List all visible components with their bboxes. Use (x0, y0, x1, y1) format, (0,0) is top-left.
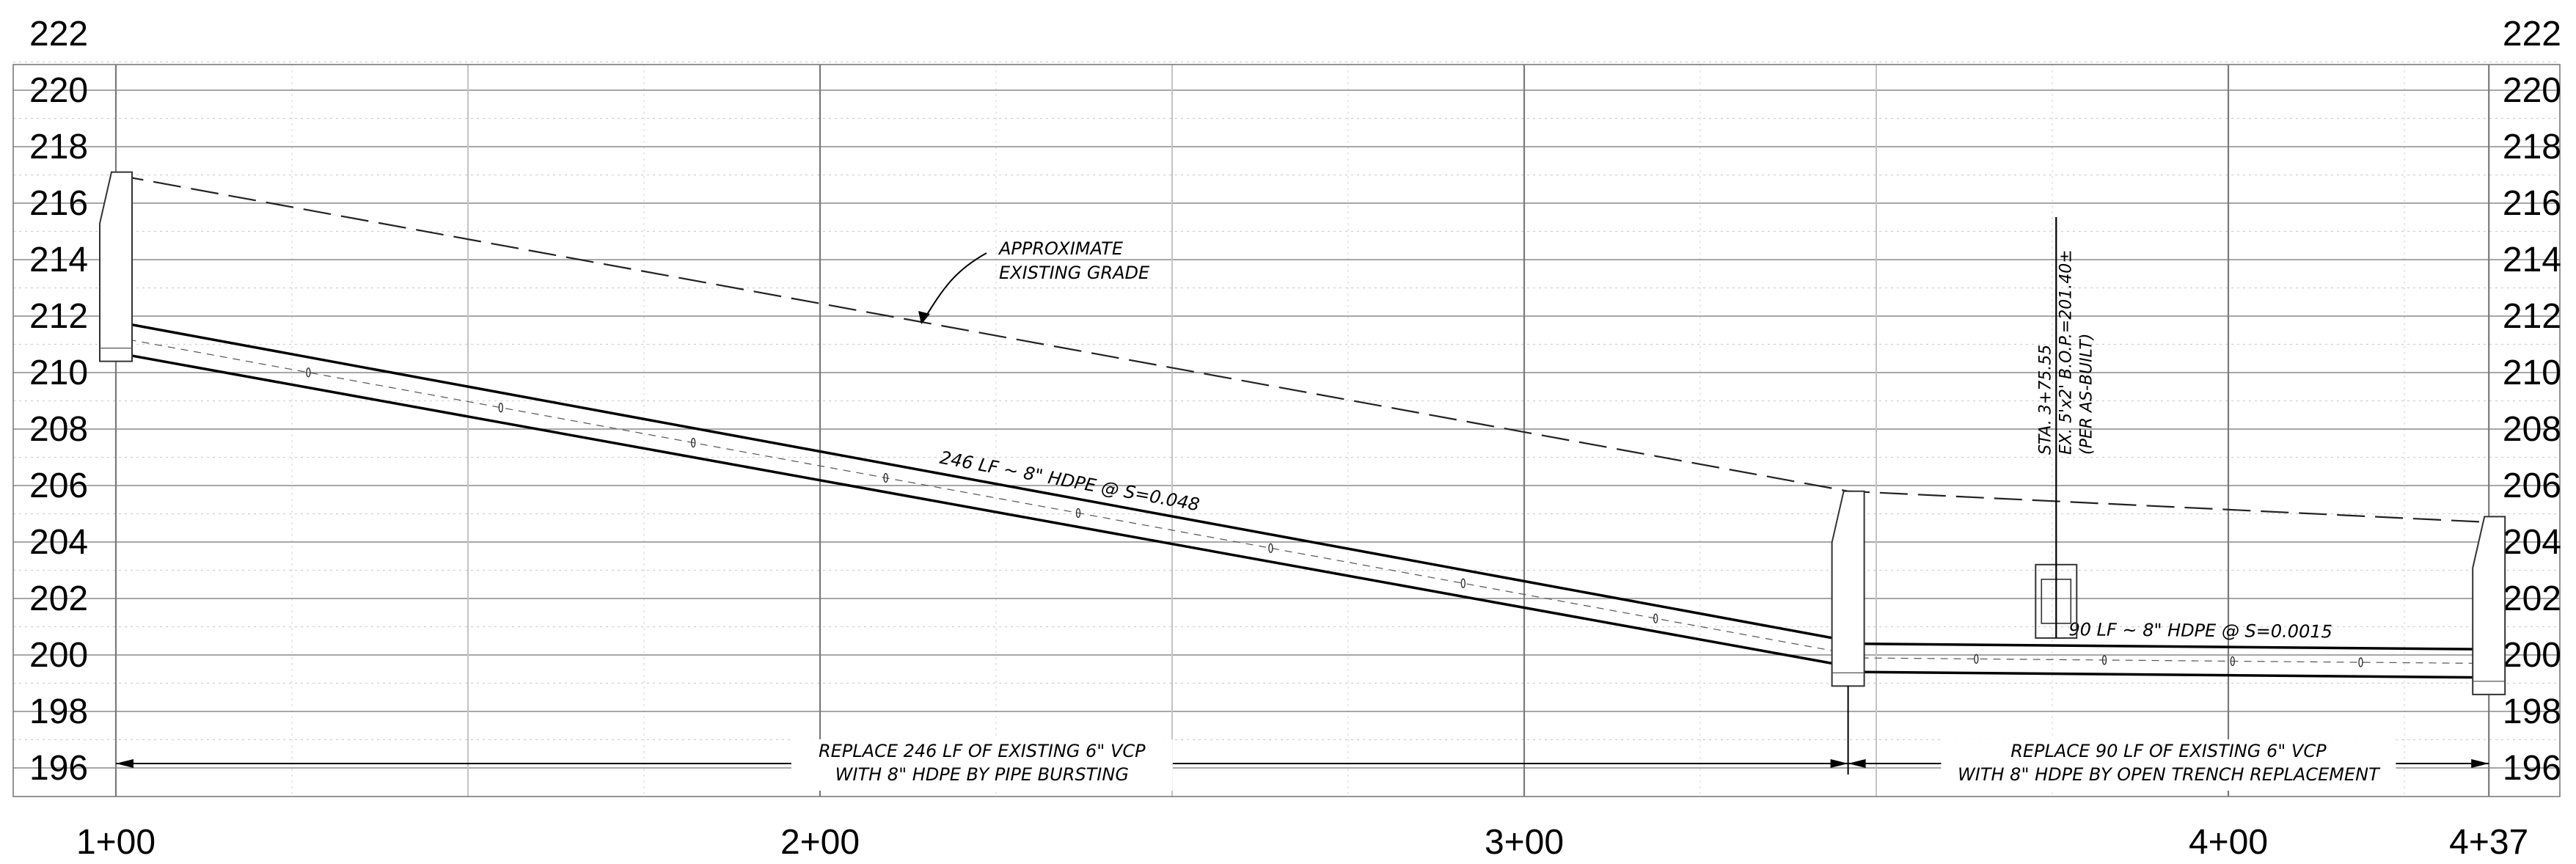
existing-grade-note-line-2: EXISTING GRADE (999, 263, 1150, 283)
pipe-joint (2101, 655, 2107, 665)
major-grid (12, 64, 2561, 797)
dimension-arrow-start (1848, 759, 1866, 768)
pipe-centerline (1848, 657, 2489, 665)
box-culvert-note-line: STA. 3+75.55 (2036, 345, 2054, 455)
dimension-arrow-end (1830, 759, 1848, 768)
elevation-label-right: 214 (2503, 241, 2561, 279)
elevation-label-right: 220 (2503, 71, 2561, 110)
dimension-text-line-1: REPLACE 246 LF OF EXISTING 6" VCP (819, 741, 1146, 761)
existing-grade (115, 174, 2489, 524)
pipe-joint (1075, 508, 1081, 519)
existing-grade-line (115, 174, 2489, 524)
elevation-label-right: 222 (2503, 15, 2561, 54)
elevation-label-right: 200 (2503, 636, 2561, 675)
dimension-arrow-end (2471, 759, 2489, 768)
station-label: 4+00 (2189, 823, 2268, 862)
elevation-label-left: 200 (29, 636, 88, 675)
elevation-label-left: 212 (29, 297, 88, 336)
pipe-crown (115, 320, 1848, 642)
dimension-lines: REPLACE 246 LF OF EXISTING 6" VCP WITH 8"… (116, 686, 2489, 791)
manhole-structure (99, 171, 133, 362)
existing-grade-leader (922, 252, 987, 322)
elevation-label-right: 212 (2503, 297, 2561, 336)
pipe-joint (1460, 578, 1466, 588)
elevation-label-left: 218 (29, 128, 88, 166)
pipe-joint (1268, 543, 1273, 554)
elevation-label-right: 204 (2503, 523, 2561, 562)
elevation-label-left: 204 (29, 523, 88, 562)
elevation-label-right: 198 (2503, 692, 2561, 731)
dimension-text-line-1: REPLACE 90 LF OF EXISTING 6" VCP (2010, 741, 2327, 761)
dimension-text-line-2: WITH 8" HDPE BY PIPE BURSTING (835, 764, 1129, 785)
pipe-joint (2358, 657, 2363, 667)
elevation-label-right: 218 (2503, 128, 2561, 166)
elevation-label-left: 208 (29, 410, 88, 449)
left-elevation-labels: 222 220 218 216 214 212 210 208 206 204 202 200 198 1… (29, 15, 88, 788)
elevation-label-right: 196 (2503, 749, 2561, 788)
elevation-label-left: 202 (29, 579, 88, 618)
pipe-joint (498, 402, 503, 413)
elevation-label-right: 210 (2503, 354, 2561, 392)
elevation-label-left: 196 (29, 749, 88, 788)
pipe-centerline (115, 337, 1848, 654)
existing-grade-note-line-1: APPROXIMATE (998, 238, 1124, 259)
box-culvert-note-line: (PER AS-BUILT) (2077, 334, 2096, 455)
box-culvert (2035, 217, 2078, 639)
pipe-joint (1653, 613, 1658, 623)
station-label: 2+00 (780, 823, 860, 862)
annotations: STA. 3+75.55 EX. 5'x2' B.O.P.=201.40± (PER… (918, 238, 2096, 455)
box-culvert-note-line: EX. 5'x2' B.O.P.=201.40± (2057, 249, 2075, 455)
elevation-label-right: 206 (2503, 466, 2561, 505)
station-label: 1+00 (76, 823, 155, 862)
pipe-joint (2230, 656, 2235, 667)
elevation-label-right: 208 (2503, 410, 2561, 449)
pipe-joint (306, 367, 311, 378)
elevation-label-right: 216 (2503, 184, 2561, 223)
station-label: 3+00 (1485, 823, 1564, 862)
elevation-label-left: 210 (29, 354, 88, 392)
pipe-invert (1848, 670, 2489, 679)
pipe-joint (1974, 654, 1979, 665)
elevation-label-left: 206 (29, 466, 88, 505)
pipe-crown (1848, 642, 2489, 651)
manhole-structure (2472, 516, 2506, 695)
manhole-structures (99, 171, 2506, 695)
station-label: 4+37 (2449, 823, 2528, 862)
grid-frame (12, 64, 2561, 797)
minor-grid (13, 61, 2560, 797)
elevation-label-left: 214 (29, 241, 88, 279)
pipe-invert (115, 351, 1848, 668)
manhole-structure (1831, 490, 1865, 687)
elevation-label-left: 198 (29, 692, 88, 731)
existing-grade-leader-arrow (918, 311, 930, 324)
station-labels: 1+00 2+00 3+00 4+00 4+37 (76, 823, 2528, 862)
dimension-text-line-2: WITH 8" HDPE BY OPEN TRENCH REPLACEMENT (1958, 764, 2381, 785)
elevation-label-left: 216 (29, 184, 88, 223)
dimension-text-mask (1941, 739, 2396, 791)
right-elevation-labels: 222 220 218 216 214 212 210 208 206 204 202 200 198 1… (2503, 15, 2561, 788)
dimension-arrow-start (116, 759, 133, 768)
elevation-label-right: 202 (2503, 579, 2561, 618)
elevation-label-left: 222 (29, 15, 88, 54)
pipe-joint (883, 472, 888, 483)
pipe-label: 90 LF ~ 8" HDPE @ S=0.0015 (2068, 619, 2332, 642)
elevation-label-left: 220 (29, 71, 88, 110)
pipe-joint (691, 437, 696, 448)
dimension-text-mask (791, 739, 1173, 791)
